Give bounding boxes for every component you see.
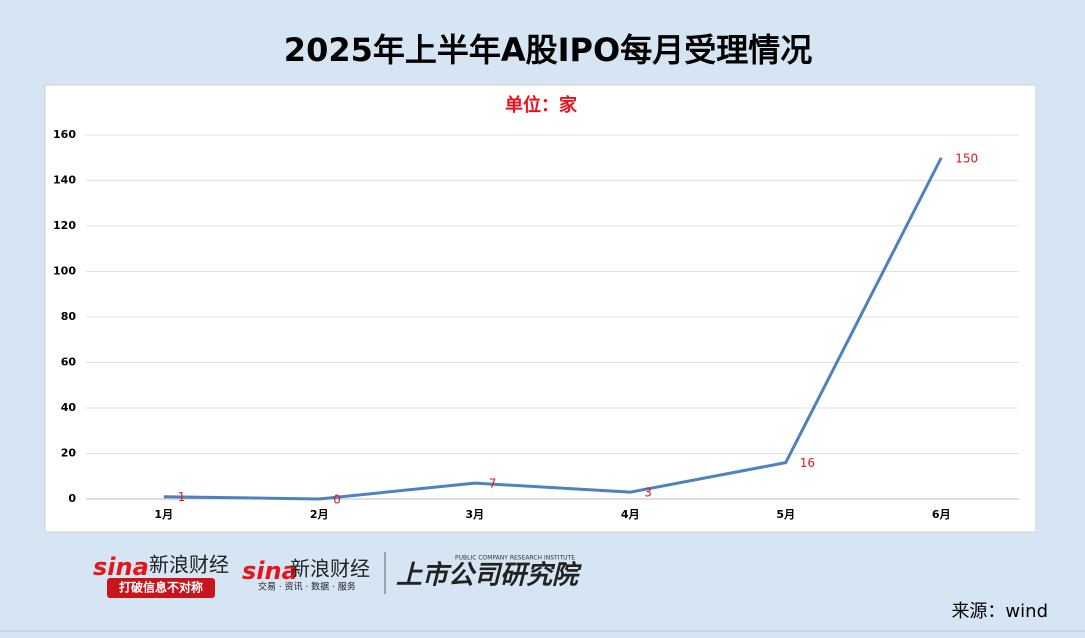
- y-tick-label: 120: [53, 219, 76, 232]
- y-tick-label: 100: [53, 265, 76, 278]
- data-label: 7: [489, 477, 497, 491]
- data-label: 0: [333, 493, 341, 507]
- y-tick-label: 80: [61, 310, 77, 323]
- x-tick-label: 1月: [154, 508, 173, 521]
- logo-slogan: 打破信息不对称: [119, 580, 203, 595]
- data-label: 16: [800, 456, 815, 470]
- data-label: 3: [644, 486, 652, 500]
- logo-name: 新浪财经: [290, 557, 370, 581]
- logo-name: 上市公司研究院: [396, 561, 582, 591]
- plot-panel: [44, 84, 1037, 533]
- source: 来源：wind: [951, 601, 1048, 622]
- logo-institute: PUBLIC COMPANY RESEARCH INSTITUTE 上市公司研究…: [396, 555, 582, 591]
- logo-sina-1: sina 新浪财经 打破信息不对称: [93, 553, 229, 598]
- chart-title: 2025年上半年A股IPO每月受理情况: [284, 31, 812, 69]
- data-label: 150: [955, 151, 978, 165]
- logo-sina-2: sina 新浪财经 交易 · 资讯 · 数据 · 服务: [242, 552, 386, 594]
- x-tick-label: 4月: [621, 508, 640, 521]
- logo-name: 新浪财经: [149, 553, 229, 577]
- data-label: 1: [178, 490, 186, 504]
- chart-subtitle: 单位：家: [505, 94, 578, 116]
- logo-slogan-bg: [107, 578, 215, 598]
- y-tick-label: 0: [68, 492, 76, 505]
- y-tick-label: 20: [61, 447, 77, 460]
- y-tick-label: 60: [61, 356, 77, 369]
- logo-brand: sina: [242, 557, 298, 585]
- logo-brand: sina: [93, 553, 149, 581]
- y-tick-label: 160: [53, 128, 76, 141]
- x-tick-label: 2月: [310, 508, 329, 521]
- x-tick-label: 5月: [776, 508, 795, 521]
- y-tick-label: 40: [61, 401, 77, 414]
- x-tick-label: 3月: [465, 508, 484, 521]
- y-tick-label: 140: [53, 174, 76, 187]
- x-tick-label: 6月: [932, 508, 951, 521]
- logo-slogan: 交易 · 资讯 · 数据 · 服务: [258, 581, 356, 593]
- logo-en: PUBLIC COMPANY RESEARCH INSTITUTE: [455, 555, 575, 562]
- plot: 0 20 40 60 80 100 120 140 160 1月 2月 3月 4月 5月 6月 1 0 7 3 16 1…: [53, 128, 1019, 521]
- line: [163, 157, 943, 501]
